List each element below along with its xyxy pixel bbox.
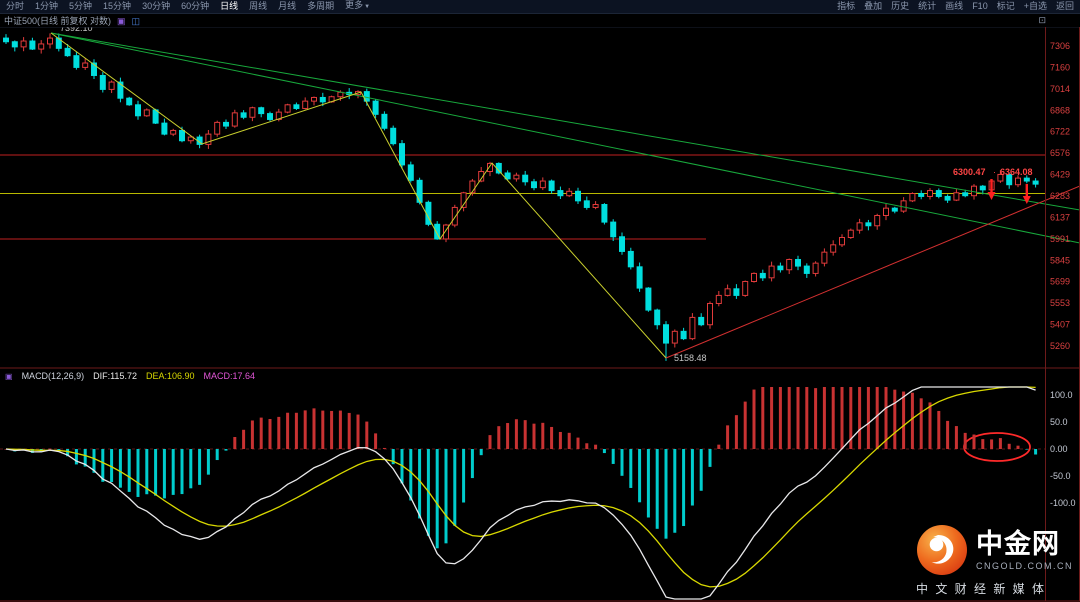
watermark-tagline: 中 文 财 经 新 媒 体 bbox=[916, 582, 1047, 596]
dea-value-label: DEA:106.90 bbox=[145, 371, 195, 381]
indicator-settings-icon[interactable]: ▣ bbox=[5, 372, 13, 381]
svg-text:0.00: 0.00 bbox=[1050, 444, 1068, 454]
svg-text:-100.0: -100.0 bbox=[1050, 498, 1076, 508]
stats-button[interactable]: 统计 bbox=[918, 1, 937, 11]
period-menu: 分时 1分钟 5分钟 15分钟 30分钟 60分钟 日线 周线 月线 多周期 更… bbox=[6, 0, 370, 14]
watermark-brand: 中金网 bbox=[976, 528, 1060, 559]
svg-text:5699: 5699 bbox=[1050, 277, 1070, 287]
svg-text:6429: 6429 bbox=[1050, 170, 1070, 180]
svg-text:5407: 5407 bbox=[1050, 320, 1070, 330]
svg-text:5991: 5991 bbox=[1050, 234, 1070, 244]
dif-value-label: DIF:115.72 bbox=[93, 371, 137, 381]
history-button[interactable]: 历史 bbox=[891, 1, 910, 11]
trend-lines bbox=[50, 32, 1080, 359]
svg-text:7392.10: 7392.10 bbox=[60, 23, 93, 33]
chart-annotations: 7392.10 5158.48 6300.47 6364.08 · bbox=[60, 23, 1033, 363]
candlestick-series bbox=[3, 33, 1039, 361]
svg-text:6722: 6722 bbox=[1050, 127, 1070, 137]
svg-text:7306: 7306 bbox=[1050, 41, 1070, 51]
svg-text:6300.47: 6300.47 bbox=[953, 167, 986, 177]
svg-text:5158.48: 5158.48 bbox=[674, 353, 707, 363]
tab-60min[interactable]: 60分钟 bbox=[181, 1, 210, 11]
overlay-button[interactable]: 叠加 bbox=[864, 1, 883, 11]
svg-text:-50.0: -50.0 bbox=[1050, 471, 1071, 481]
macd-value-label: MACD:17.64 bbox=[203, 371, 256, 381]
svg-text:50.0: 50.0 bbox=[1050, 417, 1068, 427]
tools-menu: 指标 叠加 历史 统计 画线 F10 标记 +自选 返回 bbox=[837, 0, 1074, 13]
macd-axis: 100.0 50.0 0.00 -50.0 -100.0 bbox=[1050, 390, 1076, 508]
chart-title-bar: 中证500(日线 前复权 对数) ▣ ◫ ⊡ bbox=[0, 14, 1080, 27]
chart-title: 中证500(日线 前复权 对数) bbox=[4, 16, 112, 26]
tab-15min[interactable]: 15分钟 bbox=[103, 1, 132, 11]
indicator-grid-icon[interactable]: ▣ bbox=[117, 15, 126, 26]
tab-weekly[interactable]: 周线 bbox=[249, 1, 268, 11]
cngold-watermark: 中金网 CNGOLD.COM.CN 中 文 财 经 新 媒 体 bbox=[916, 524, 1078, 597]
indicator-button[interactable]: 指标 bbox=[837, 1, 856, 11]
tab-monthly[interactable]: 月线 bbox=[278, 1, 297, 11]
f10-button[interactable]: F10 bbox=[972, 1, 988, 11]
cngold-logo-icon bbox=[917, 525, 967, 575]
mark-button[interactable]: 标记 bbox=[996, 1, 1015, 11]
macd-lines bbox=[5, 386, 1036, 600]
svg-text:6364.08: 6364.08 bbox=[1000, 167, 1033, 177]
tab-multi-period[interactable]: 多周期 bbox=[307, 1, 335, 11]
tab-1min[interactable]: 1分钟 bbox=[35, 1, 59, 11]
svg-text:5845: 5845 bbox=[1050, 255, 1070, 265]
tab-intraday[interactable]: 分时 bbox=[6, 1, 25, 11]
svg-text:6576: 6576 bbox=[1050, 148, 1070, 158]
tab-more-label: 更多 bbox=[345, 0, 364, 10]
price-axis: 7306 7160 7014 6868 6722 6576 6429 6283 6137 5991… bbox=[1050, 41, 1070, 351]
svg-text:6137: 6137 bbox=[1050, 212, 1070, 222]
split-panel-icon[interactable]: ◫ bbox=[131, 15, 141, 26]
svg-text:7014: 7014 bbox=[1050, 84, 1070, 94]
add-watchlist-button[interactable]: +自选 bbox=[1023, 1, 1047, 11]
tab-more[interactable]: 更多▼ bbox=[345, 0, 370, 14]
macd-label-row: ▣ MACD(12,26,9) DIF:115.72 DEA:106.90 MA… bbox=[5, 371, 255, 382]
svg-text:7160: 7160 bbox=[1050, 62, 1070, 72]
tab-5min[interactable]: 5分钟 bbox=[69, 1, 93, 11]
snapshot-icon[interactable]: ⊡ bbox=[1038, 15, 1046, 25]
watermark-domain: CNGOLD.COM.CN bbox=[976, 560, 1074, 571]
svg-text:100.0: 100.0 bbox=[1050, 390, 1073, 400]
top-toolbar: 分时 1分钟 5分钟 15分钟 30分钟 60分钟 日线 周线 月线 多周期 更… bbox=[0, 0, 1080, 14]
back-button[interactable]: 返回 bbox=[1055, 1, 1074, 11]
macd-histogram bbox=[4, 387, 1038, 549]
macd-name-label: MACD(12,26,9) bbox=[21, 371, 85, 381]
svg-text:5553: 5553 bbox=[1050, 298, 1070, 308]
svg-text:·: · bbox=[993, 167, 996, 177]
panel-frame bbox=[0, 26, 1080, 602]
draw-line-button[interactable]: 画线 bbox=[945, 1, 964, 11]
tab-30min[interactable]: 30分钟 bbox=[142, 1, 171, 11]
tab-daily[interactable]: 日线 bbox=[220, 1, 239, 11]
svg-text:5260: 5260 bbox=[1050, 341, 1070, 351]
alert-lines bbox=[0, 154, 1046, 240]
svg-text:6868: 6868 bbox=[1050, 105, 1070, 115]
chevron-down-icon: ▼ bbox=[364, 4, 371, 10]
svg-text:6283: 6283 bbox=[1050, 191, 1070, 201]
